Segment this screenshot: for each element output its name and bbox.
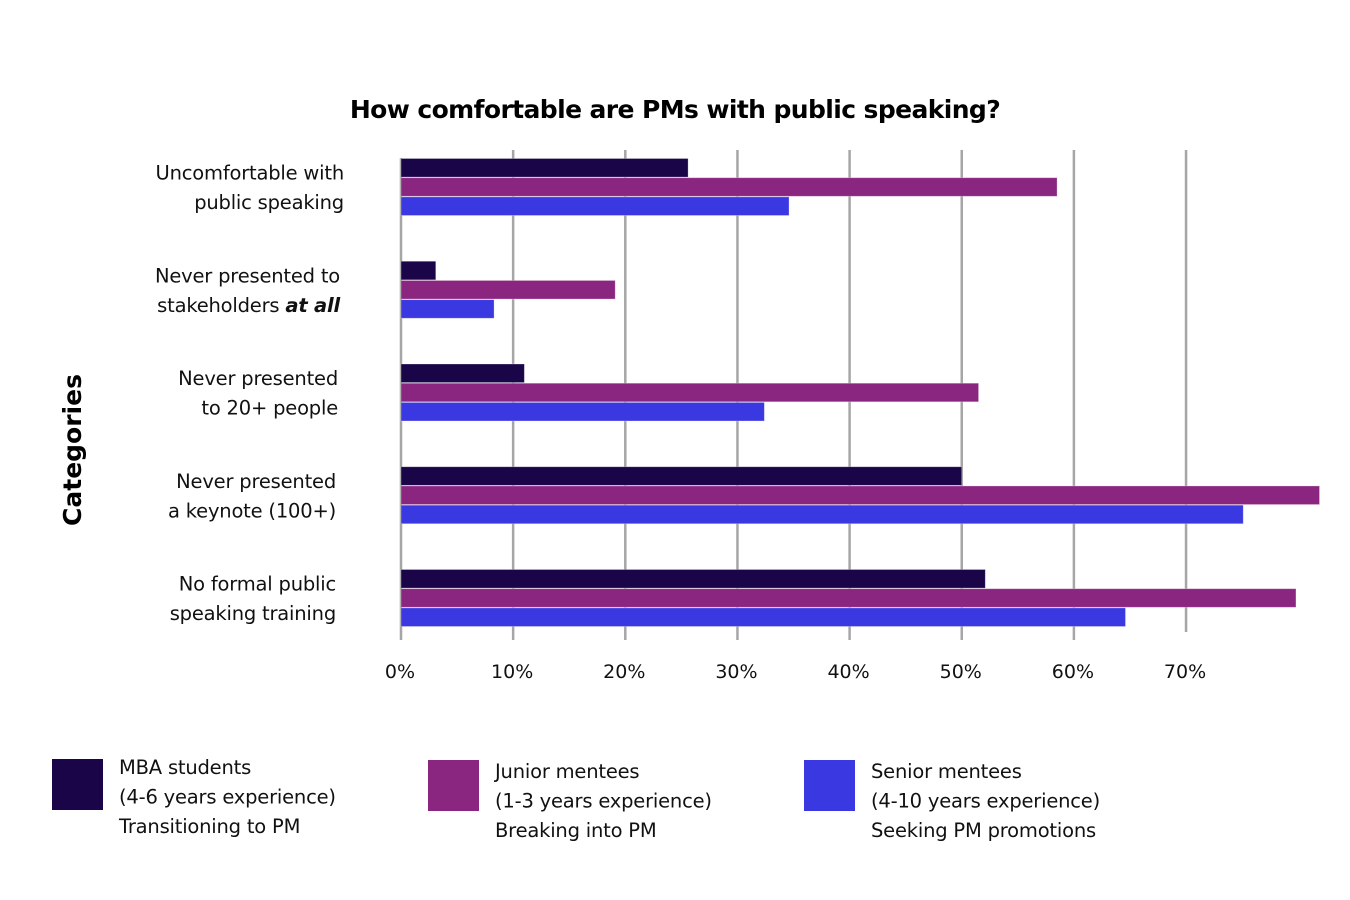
x-tick-label: 40% <box>827 661 869 683</box>
legend-label: Seeking PM promotions <box>871 819 1096 842</box>
category-label-emphasis: at all <box>285 294 340 317</box>
bar-senior-mentees <box>400 196 790 216</box>
category-label-line: Never presented to <box>155 264 340 287</box>
legend-label: Transitioning to PM <box>118 815 300 838</box>
legend-label: (1-3 years experience) <box>495 790 712 813</box>
bar-mba-students <box>400 158 689 178</box>
legend: MBA students (4-6 years experience) Transi… <box>52 756 1100 842</box>
category-label-line: Uncomfortable with <box>156 162 344 185</box>
legend-label: (4-6 years experience) <box>119 786 336 809</box>
legend-label: Senior mentees <box>871 760 1022 783</box>
bar-senior-mentees <box>400 299 495 319</box>
legend-label: (4-10 years experience) <box>871 790 1100 813</box>
category-label: Uncomfortable with public speaking <box>156 162 344 215</box>
legend-item: Senior mentees (4-10 years experience) See… <box>804 760 1100 842</box>
category-label-line: public speaking <box>194 191 344 214</box>
bar-junior-mentees <box>400 177 1058 197</box>
category-label-line: to 20+ people <box>201 397 338 420</box>
y-axis-label: Categories <box>58 374 87 526</box>
category-label: Never presented to stakeholders at all <box>155 264 341 317</box>
category-label-line: No formal public <box>179 573 336 596</box>
bar-junior-mentees <box>400 280 616 300</box>
legend-label: Breaking into PM <box>495 819 657 842</box>
x-tick-label: 60% <box>1052 661 1094 683</box>
bars <box>400 158 1320 627</box>
legend-label: MBA students <box>119 756 251 779</box>
legend-swatch <box>52 759 103 810</box>
category-label-line: stakeholders <box>157 294 285 317</box>
bar-junior-mentees <box>400 382 979 403</box>
category-label-line: a keynote (100+) <box>168 499 336 522</box>
x-tick-label: 50% <box>940 661 982 683</box>
category-label-line: Never presented <box>178 367 338 390</box>
legend-swatch <box>428 760 479 811</box>
legend-item: MBA students (4-6 years experience) Transi… <box>52 756 336 838</box>
category-label-line: speaking training <box>170 602 336 625</box>
bar-junior-mentees <box>400 485 1320 505</box>
category-label: No formal public speaking training <box>170 573 336 626</box>
x-tick-label: 0% <box>385 661 415 683</box>
x-tick-labels: 0% 10% 20% 30% 40% 50% 60% 70% <box>385 661 1206 683</box>
bar-mba-students <box>400 363 525 384</box>
category-labels: Uncomfortable with public speaking Never p… <box>155 162 344 626</box>
legend-item: Junior mentees (1-3 years experience) Brea… <box>428 760 712 842</box>
bar-junior-mentees <box>400 588 1297 608</box>
bar-mba-students <box>400 569 986 589</box>
bar-mba-students <box>400 260 437 281</box>
legend-swatch <box>804 760 855 811</box>
category-label: Never presented a keynote (100+) <box>168 470 336 523</box>
x-tick-label: 10% <box>491 661 533 683</box>
category-label-line: Never presented <box>176 470 336 493</box>
chart-title: How comfortable are PMs with public spea… <box>350 95 1000 124</box>
x-tick-label: 20% <box>603 661 645 683</box>
bar-senior-mentees <box>400 504 1244 525</box>
x-tick-label: 30% <box>715 661 757 683</box>
x-tick-label: 70% <box>1164 661 1206 683</box>
category-label: Never presented to 20+ people <box>178 367 338 420</box>
legend-label: Junior mentees <box>493 760 639 783</box>
bar-mba-students <box>400 466 963 486</box>
bar-senior-mentees <box>400 607 1126 627</box>
bar-senior-mentees <box>400 401 765 422</box>
